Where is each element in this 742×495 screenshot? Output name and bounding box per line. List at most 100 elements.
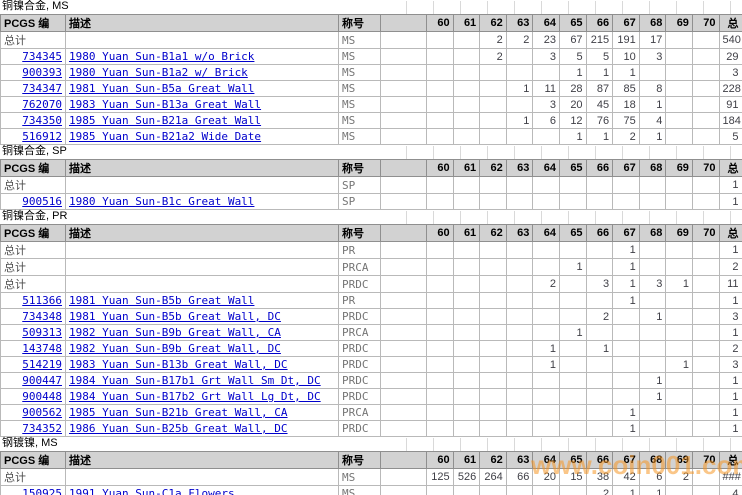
grade-count-cell-62 [479, 96, 507, 113]
coin-description-link[interactable]: 1984 Yuan Sun-B17b2 Grt Wall Lg Dt, DC [65, 388, 339, 405]
coin-description-link[interactable]: 1980 Yuan Sun-B1c Great Wall [65, 193, 339, 210]
pcgs-number-link[interactable]: 734345 [0, 48, 66, 65]
coin-description-link[interactable]: 1985 Yuan Sun-B21a Great Wall [65, 112, 339, 129]
grade-count-cell-70 [691, 64, 720, 81]
pcgs-number-link[interactable]: 734350 [0, 112, 66, 129]
grade-count-cell-62 [479, 241, 507, 259]
grade-count-cell-67 [612, 340, 640, 357]
designation-cell: PRDC [338, 420, 381, 437]
coin-description-link[interactable]: 1982 Yuan Sun-B9b Great Wall, CA [65, 324, 339, 341]
pcgs-number-link[interactable]: 734352 [0, 420, 66, 437]
grade-count-cell-68: 8 [638, 80, 667, 97]
designation-cell: MS [338, 128, 381, 145]
total-count-cell: 1 [718, 241, 742, 259]
coin-row: 900516 1980 Yuan Sun-B1c Great Wall SP 1 [0, 193, 742, 210]
pcgs-number-link[interactable]: 900447 [0, 372, 66, 389]
coin-description-link[interactable]: 1981 Yuan Sun-B5a Great Wall [65, 80, 339, 97]
spacer-cell [380, 388, 427, 405]
total-count-cell: 1 [718, 404, 742, 421]
grade-count-cell-70 [691, 48, 720, 65]
pcgs-number-link[interactable]: 734348 [0, 308, 66, 325]
designation-cell: MS [338, 96, 381, 113]
grade-count-cell-63 [505, 340, 534, 357]
pcgs-number-link[interactable]: 900562 [0, 404, 66, 421]
population-table: PCGS 编描述 称号 60 61 62 63 64 65 66 67 68 69 70 总总计 MS 125… [0, 451, 742, 495]
grade-count-cell-64 [532, 193, 560, 210]
population-table: PCGS 编描述 称号 60 61 62 63 64 65 66 67 68 69 70 总总计 PR 1 1 总… [0, 224, 742, 437]
coin-description-link[interactable]: 1985 Yuan Sun-B21a2 Wide Date [65, 128, 339, 145]
grade-count-cell-70 [691, 420, 720, 437]
coin-description-link[interactable]: 1991 Yuan Sun-C1a Flowers [65, 485, 339, 495]
grade-count-cell-66 [585, 372, 614, 389]
coin-description-link[interactable]: 1983 Yuan Sun-B13a Great Wall [65, 96, 339, 113]
grade-count-cell-63 [505, 308, 534, 325]
coin-description-link[interactable]: 1981 Yuan Sun-B5b Great Wall, DC [65, 308, 339, 325]
grade-count-cell-70 [691, 241, 720, 259]
pcgs-number-link[interactable]: 762070 [0, 96, 66, 113]
section-title: 铜镍合金, PR [0, 210, 742, 224]
grade-count-cell-66: 87 [585, 80, 614, 97]
grade-count-cell-65: 1 [558, 64, 587, 81]
coin-description-link[interactable]: 1980 Yuan Sun-B1a1 w/o Brick [65, 48, 339, 65]
grade-count-cell-64 [532, 64, 560, 81]
grade-count-cell-60 [426, 258, 454, 276]
grade-count-cell-67 [612, 176, 640, 194]
grade-count-cell-62 [479, 420, 507, 437]
grade-count-cell-61 [452, 388, 481, 405]
grade-count-cell-63 [505, 258, 534, 276]
column-header-pcgs: PCGS 编 [0, 224, 66, 242]
column-header-total: 总 [718, 159, 742, 177]
grade-count-cell-62 [479, 176, 507, 194]
coin-description-link[interactable]: 1980 Yuan Sun-B1a2 w/ Brick [65, 64, 339, 81]
pcgs-number-link[interactable]: 143748 [0, 340, 66, 357]
pcgs-number-link[interactable]: 150925 [0, 485, 66, 495]
grade-count-cell-66 [585, 356, 614, 373]
grade-count-cell-69 [665, 308, 693, 325]
coin-description-link[interactable]: 1985 Yuan Sun-B21b Great Wall, CA [65, 404, 339, 421]
grade-count-cell-68: 1 [638, 485, 667, 495]
grade-count-cell-67: 1 [612, 241, 640, 259]
total-count-cell: 5 [718, 128, 742, 145]
coin-description-link[interactable]: 1983 Yuan Sun-B13b Great Wall, DC [65, 356, 339, 373]
coin-description-link[interactable]: 1984 Yuan Sun-B17b1 Grt Wall Sm Dt, DC [65, 372, 339, 389]
designation-cell: PR [338, 292, 381, 309]
coin-row: 150925 1991 Yuan Sun-C1a Flowers MS 2 1 1 4 [0, 485, 742, 495]
grade-count-cell-63 [505, 193, 534, 210]
pcgs-number-link[interactable]: 509313 [0, 324, 66, 341]
spacer-cell [380, 404, 427, 421]
grade-count-cell-68: 1 [638, 96, 667, 113]
grade-count-cell-63: 1 [505, 80, 534, 97]
coin-description-link[interactable]: 1981 Yuan Sun-B5b Great Wall [65, 292, 339, 309]
pcgs-number-link[interactable]: 734347 [0, 80, 66, 97]
grade-count-cell-64 [532, 128, 560, 145]
grade-count-cell-62: 2 [479, 48, 507, 65]
coin-description-link[interactable]: 1982 Yuan Sun-B9b Great Wall, DC [65, 340, 339, 357]
pcgs-number-link[interactable]: 511366 [0, 292, 66, 309]
grade-count-cell-68: 1 [638, 388, 667, 405]
pcgs-number-link[interactable]: 900393 [0, 64, 66, 81]
grade-count-cell-66: 76 [585, 112, 614, 129]
grade-count-cell-61 [452, 258, 481, 276]
coin-row: 516912 1985 Yuan Sun-B21a2 Wide Date MS 1 1 2… [0, 128, 742, 145]
grade-count-cell-61 [452, 96, 481, 113]
column-header-designation: 称号 [338, 14, 381, 32]
coin-description-link[interactable]: 1986 Yuan Sun-B25b Great Wall, DC [65, 420, 339, 437]
spacer-cell [380, 340, 427, 357]
grade-count-cell-60: 125 [426, 468, 454, 486]
grade-count-cell-67: 1 [612, 420, 640, 437]
description-cell [65, 275, 339, 293]
pcgs-number-link[interactable]: 516912 [0, 128, 66, 145]
pcgs-number-link[interactable]: 514219 [0, 356, 66, 373]
column-header-total: 总 [718, 451, 742, 469]
grade-count-cell-67 [612, 388, 640, 405]
column-header-designation: 称号 [338, 159, 381, 177]
grade-count-cell-66 [585, 292, 614, 309]
column-header-grade-67: 67 [612, 14, 640, 32]
grade-count-cell-68: 1 [638, 372, 667, 389]
section-title: 钢镀镍, MS [0, 437, 742, 451]
grade-count-cell-69 [665, 241, 693, 259]
pcgs-number-link[interactable]: 900516 [0, 193, 66, 210]
column-header-description: 描述 [65, 159, 339, 177]
pcgs-number-link[interactable]: 900448 [0, 388, 66, 405]
